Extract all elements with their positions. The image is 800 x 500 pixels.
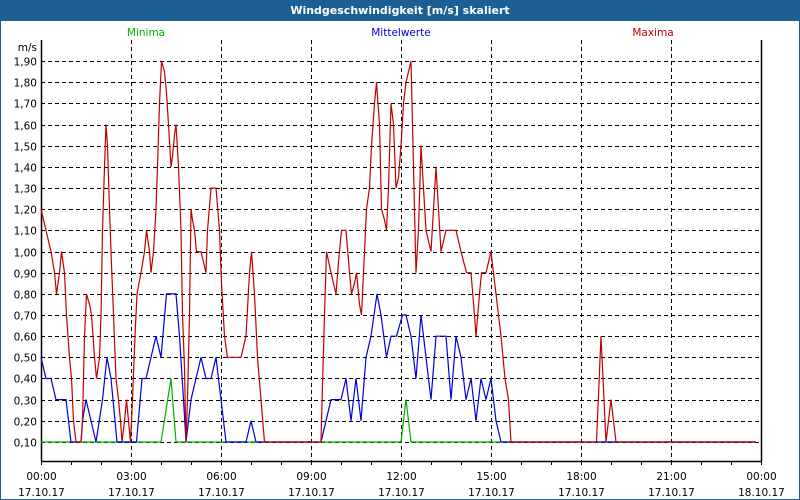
x-tick-date: 17.10.17 <box>558 487 605 499</box>
x-tick-time: 18:00 <box>566 471 596 483</box>
series-line-minima <box>41 378 756 443</box>
y-tick-label: 1,30 <box>14 184 37 196</box>
y-tick-label: 1,80 <box>14 78 37 90</box>
y-tick-label: 0,20 <box>14 417 37 429</box>
x-tick-date: 17.10.17 <box>648 487 695 499</box>
y-tick-label: 1,20 <box>14 205 37 217</box>
x-tick-date: 17.10.17 <box>18 487 65 499</box>
y-tick-label: 1,00 <box>14 248 37 260</box>
x-tick-time: 00:00 <box>746 471 776 483</box>
x-tick-time: 12:00 <box>386 471 416 483</box>
series-lines <box>40 61 756 443</box>
y-tick-label: 0,80 <box>14 290 37 302</box>
x-tick-time: 15:00 <box>476 471 506 483</box>
y-tick-label: 0,10 <box>14 438 37 450</box>
x-tick-date: 17.10.17 <box>468 487 515 499</box>
x-tick-time: 09:00 <box>296 471 326 483</box>
y-tick-label: 0,30 <box>14 396 37 408</box>
y-tick-label: 1,40 <box>14 163 37 175</box>
x-tick-date: 17.10.17 <box>108 487 155 499</box>
grid <box>41 40 761 461</box>
y-tick-label: 0,40 <box>14 374 37 386</box>
y-axis-unit: m/s <box>18 42 37 54</box>
x-tick-time: 06:00 <box>206 471 236 483</box>
y-tick-label: 1,90 <box>14 57 37 69</box>
y-tick-label: 0,90 <box>14 269 37 281</box>
y-tick-label: 1,70 <box>14 99 37 111</box>
axes: 0,10 0,20 0,30 0,40 0,50 0,60 0,70 0,80 0,90 1,00… <box>14 40 785 499</box>
series-line-mittelwerte <box>40 293 756 443</box>
legend-entry-mittelwerte: Mittelwerte <box>371 27 431 39</box>
legend-entry-minima: Minima <box>127 27 165 39</box>
y-tick-label: 0,50 <box>14 353 37 365</box>
x-tick-date: 18.10.17 <box>738 487 785 499</box>
y-tick-label: 0,60 <box>14 332 37 344</box>
x-tick-time: 00:00 <box>26 471 56 483</box>
x-tick-date: 17.10.17 <box>198 487 245 499</box>
x-tick-date: 17.10.17 <box>288 487 335 499</box>
y-tick-label: 0,70 <box>14 311 37 323</box>
x-tick-date: 17.10.17 <box>378 487 425 499</box>
y-tick-label: 1,50 <box>14 142 37 154</box>
window-title: Windgeschwindigkeit [m/s] skaliert <box>1 1 799 21</box>
y-tick-label: 1,10 <box>14 226 37 238</box>
series-line-maxima <box>40 61 756 443</box>
legend: Minima Mittelwerte Maxima <box>127 27 674 39</box>
x-tick-time: 03:00 <box>116 471 146 483</box>
legend-entry-maxima: Maxima <box>632 27 673 39</box>
y-tick-label: 1,60 <box>14 121 37 133</box>
x-tick-time: 21:00 <box>656 471 686 483</box>
